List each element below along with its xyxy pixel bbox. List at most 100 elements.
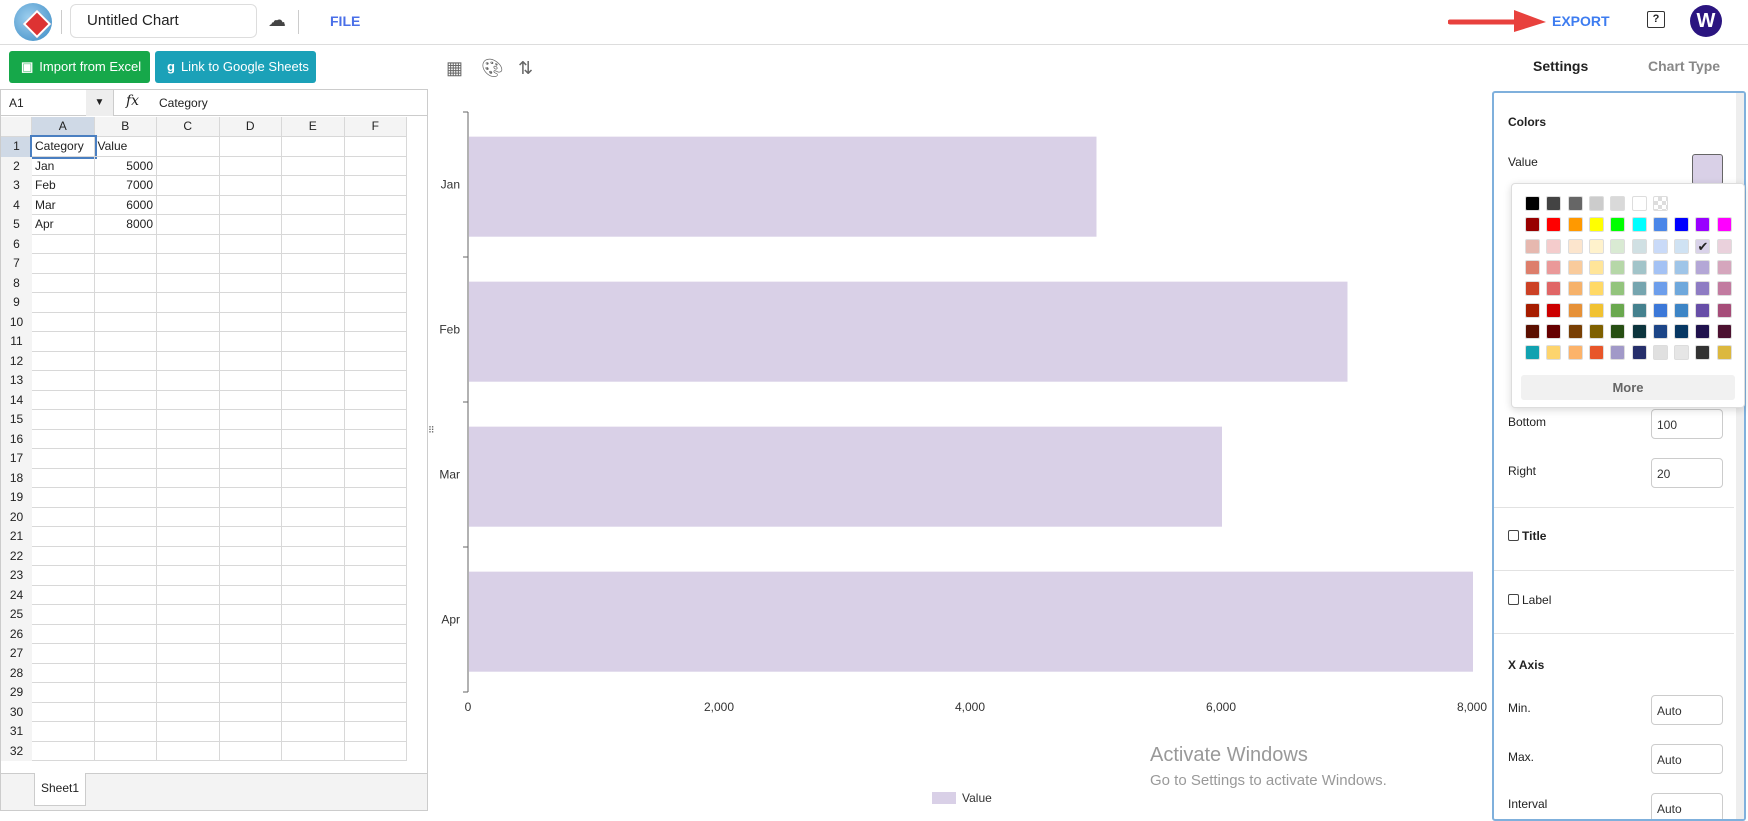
color-swatch[interactable]	[1525, 281, 1540, 297]
table-icon[interactable]: ▦	[446, 58, 464, 78]
color-swatch[interactable]	[1652, 259, 1668, 275]
row-header[interactable]: 2	[1, 156, 32, 176]
color-swatch[interactable]	[1588, 259, 1604, 275]
cell[interactable]	[94, 488, 157, 508]
row-header[interactable]: 9	[1, 293, 32, 313]
cloud-save-icon[interactable]: ☁	[268, 10, 286, 30]
color-swatch[interactable]	[1546, 259, 1562, 275]
cell[interactable]	[282, 683, 345, 703]
cell[interactable]	[344, 254, 407, 274]
cell[interactable]	[282, 215, 345, 235]
row-header[interactable]: 22	[1, 546, 32, 566]
cell[interactable]	[32, 410, 95, 430]
color-swatch[interactable]	[1567, 238, 1583, 254]
cell[interactable]	[157, 273, 220, 293]
cell[interactable]	[219, 293, 282, 313]
column-header[interactable]: B	[94, 117, 157, 137]
row-header[interactable]: 19	[1, 488, 32, 508]
color-swatch[interactable]	[1525, 196, 1540, 211]
cell[interactable]	[219, 234, 282, 254]
color-swatch[interactable]	[1674, 302, 1690, 318]
cell[interactable]	[157, 468, 220, 488]
cell[interactable]	[344, 527, 407, 547]
cell[interactable]	[219, 624, 282, 644]
cell[interactable]	[157, 546, 220, 566]
cell[interactable]	[32, 546, 95, 566]
cell[interactable]	[94, 507, 157, 527]
cell[interactable]	[157, 683, 220, 703]
cell[interactable]	[157, 293, 220, 313]
cell[interactable]	[282, 273, 345, 293]
cell[interactable]	[282, 410, 345, 430]
cell[interactable]	[94, 605, 157, 625]
cell[interactable]	[32, 605, 95, 625]
cell[interactable]	[157, 410, 220, 430]
cell[interactable]	[94, 644, 157, 664]
color-swatch[interactable]	[1588, 345, 1604, 361]
cell[interactable]	[282, 702, 345, 722]
color-swatch[interactable]	[1695, 345, 1711, 361]
swap-axes-icon[interactable]: ⇅	[518, 58, 534, 78]
color-swatch[interactable]	[1610, 217, 1626, 233]
cell[interactable]	[157, 371, 220, 391]
cell[interactable]: Mar	[32, 195, 95, 215]
cell[interactable]	[219, 390, 282, 410]
cell[interactable]	[32, 468, 95, 488]
cell[interactable]	[32, 293, 95, 313]
cell[interactable]	[157, 156, 220, 176]
color-swatch[interactable]	[1588, 196, 1604, 211]
row-header[interactable]: 14	[1, 390, 32, 410]
cell[interactable]	[344, 371, 407, 391]
cell[interactable]	[32, 371, 95, 391]
cell[interactable]	[94, 293, 157, 313]
cell[interactable]	[157, 585, 220, 605]
cell[interactable]	[157, 351, 220, 371]
panel-scrollbar[interactable]	[1736, 93, 1744, 819]
cell[interactable]	[344, 410, 407, 430]
cell[interactable]	[94, 429, 157, 449]
row-header[interactable]: 23	[1, 566, 32, 586]
row-header[interactable]: 6	[1, 234, 32, 254]
cell[interactable]	[344, 293, 407, 313]
cell[interactable]	[157, 312, 220, 332]
color-swatch[interactable]	[1588, 323, 1604, 339]
color-swatch[interactable]	[1652, 345, 1668, 361]
cell[interactable]	[344, 234, 407, 254]
cell[interactable]	[94, 527, 157, 547]
cell[interactable]	[282, 312, 345, 332]
color-swatch[interactable]	[1567, 345, 1583, 361]
row-header[interactable]: 8	[1, 273, 32, 293]
resize-handle[interactable]: ⠿	[428, 425, 435, 435]
color-swatch[interactable]	[1716, 323, 1732, 339]
row-header[interactable]: 11	[1, 332, 32, 352]
row-header[interactable]: 25	[1, 605, 32, 625]
cell[interactable]	[344, 605, 407, 625]
column-header[interactable]: D	[219, 117, 282, 137]
color-swatch[interactable]	[1674, 323, 1690, 339]
row-header[interactable]: 7	[1, 254, 32, 274]
color-swatch[interactable]	[1546, 323, 1562, 339]
row-header[interactable]: 18	[1, 468, 32, 488]
cell[interactable]	[157, 644, 220, 664]
cell[interactable]	[94, 624, 157, 644]
cell[interactable]	[32, 722, 95, 742]
cell[interactable]	[219, 195, 282, 215]
cell[interactable]	[282, 390, 345, 410]
cell[interactable]	[282, 429, 345, 449]
cell[interactable]	[94, 234, 157, 254]
x-min-input[interactable]: Auto	[1651, 695, 1723, 725]
cell[interactable]	[94, 410, 157, 430]
cell[interactable]	[94, 351, 157, 371]
cell[interactable]	[282, 351, 345, 371]
tab-chart-type[interactable]: Chart Type	[1648, 58, 1721, 74]
color-swatch[interactable]	[1652, 323, 1668, 339]
cell[interactable]	[344, 683, 407, 703]
cell[interactable]	[94, 371, 157, 391]
cell[interactable]	[157, 234, 220, 254]
color-swatch[interactable]	[1695, 302, 1711, 318]
help-icon[interactable]: ?	[1647, 11, 1665, 28]
cell[interactable]	[282, 722, 345, 742]
row-header[interactable]: 26	[1, 624, 32, 644]
cell[interactable]	[219, 156, 282, 176]
cell[interactable]	[344, 390, 407, 410]
